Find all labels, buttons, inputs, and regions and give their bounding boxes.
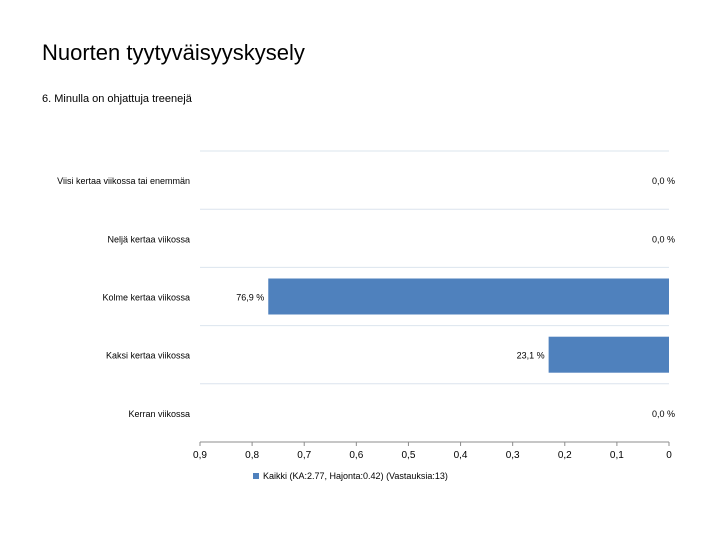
category-label: Kerran viikossa bbox=[128, 409, 190, 419]
x-tick-label: 0,4 bbox=[454, 450, 468, 461]
value-label: 76,9 % bbox=[236, 293, 264, 303]
page-title: Nuorten tyytyväisyyskysely bbox=[42, 40, 305, 65]
legend-label: Kaikki (KA:2.77, Hajonta:0.42) (Vastauks… bbox=[263, 471, 448, 481]
x-tick-label: 0,7 bbox=[297, 450, 311, 461]
category-label: Viisi kertaa viikossa tai enemmän bbox=[57, 176, 190, 186]
x-tick-label: 0,2 bbox=[558, 450, 572, 461]
chart-legend: Kaikki (KA:2.77, Hajonta:0.42) (Vastauks… bbox=[253, 471, 448, 481]
x-tick-label: 0,6 bbox=[349, 450, 363, 461]
category-label: Kolme kertaa viikossa bbox=[102, 293, 190, 303]
value-label: 0,0 % bbox=[652, 176, 675, 186]
legend-swatch bbox=[253, 473, 259, 479]
x-tick-label: 0,1 bbox=[610, 450, 624, 461]
value-label: 0,0 % bbox=[652, 234, 675, 244]
x-tick-label: 0 bbox=[666, 450, 672, 461]
x-tick-label: 0,8 bbox=[245, 450, 259, 461]
category-label: Neljä kertaa viikossa bbox=[107, 234, 190, 244]
bar bbox=[548, 336, 669, 373]
category-label: Kaksi kertaa viikossa bbox=[106, 351, 190, 361]
value-label: 0,0 % bbox=[652, 409, 675, 419]
x-tick-label: 0,9 bbox=[193, 450, 207, 461]
bar bbox=[268, 278, 669, 315]
x-tick-label: 0,5 bbox=[401, 450, 415, 461]
value-label: 23,1 % bbox=[517, 351, 545, 361]
x-tick-label: 0,3 bbox=[506, 450, 520, 461]
question-subtitle: 6. Minulla on ohjattuja treenejä bbox=[42, 93, 192, 105]
